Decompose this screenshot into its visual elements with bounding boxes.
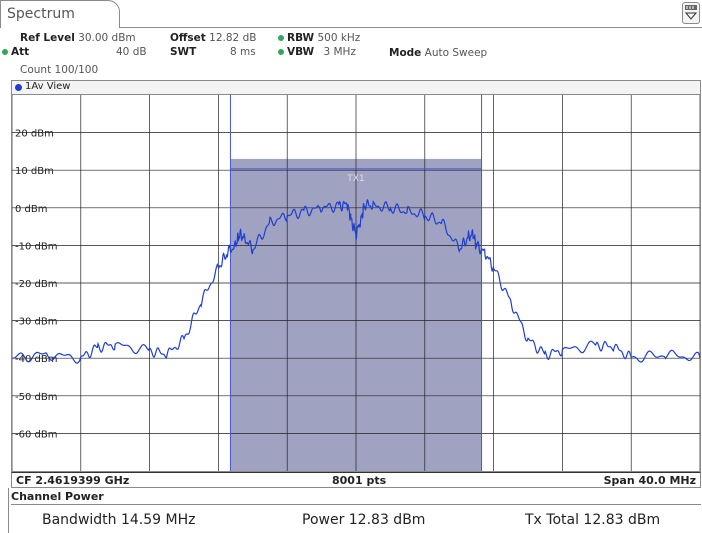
frequency-span: Span 40.0 MHz bbox=[603, 474, 696, 487]
result-panel-border bbox=[8, 488, 9, 533]
y-tick-label: 20 dBm bbox=[15, 129, 54, 140]
swt-label-text: SWT bbox=[170, 46, 197, 58]
rbw-label: RBW bbox=[287, 32, 315, 44]
sweep-points: 8001 pts bbox=[332, 474, 387, 487]
spectrum-chart: 20 dBm 10 dBm 0 dBm -10 dBm -20 dBm -30 dBm -4… bbox=[12, 95, 700, 471]
vbw-label: VBW bbox=[287, 46, 315, 58]
y-tick-label: -50 dBm bbox=[15, 392, 57, 403]
dropdown-menu-icon bbox=[685, 5, 697, 20]
tab-spectrum[interactable]: Spectrum bbox=[0, 0, 120, 28]
spectrum-plot[interactable]: 20 dBm 10 dBm 0 dBm -10 dBm -20 dBm -30 dBm -4… bbox=[11, 94, 701, 472]
offset-value: 12.82 dB bbox=[209, 32, 257, 44]
att-setting[interactable]: Att bbox=[2, 46, 29, 58]
y-tick-label: -60 dBm bbox=[15, 429, 57, 440]
tab-label: Spectrum bbox=[7, 6, 75, 22]
vbw-setting[interactable]: VBW 3 MHz bbox=[278, 46, 356, 58]
coupled-indicator-icon bbox=[278, 49, 284, 55]
y-tick-label: -20 dBm bbox=[15, 279, 57, 290]
rbw-setting[interactable]: RBW 500 kHz bbox=[278, 32, 360, 44]
ref-level-label: Ref Level bbox=[20, 32, 75, 44]
bandwidth-result: Bandwidth 14.59 MHz bbox=[42, 512, 196, 528]
trace-indicator-icon bbox=[15, 84, 22, 91]
tab-divider bbox=[120, 27, 702, 28]
mode-label: Mode bbox=[389, 47, 422, 59]
offset-setting[interactable]: Offset 12.82 dB bbox=[170, 32, 256, 44]
mode-value: Auto Sweep bbox=[424, 47, 488, 59]
channel-label: TX1 bbox=[346, 174, 364, 184]
swt-label[interactable]: SWT bbox=[170, 46, 196, 58]
vbw-value: 3 MHz bbox=[323, 46, 356, 58]
coupled-indicator-icon bbox=[278, 35, 284, 41]
att-value: 40 dB bbox=[116, 46, 147, 58]
rbw-value: 500 kHz bbox=[317, 32, 361, 44]
y-tick-label: 0 dBm bbox=[15, 204, 48, 215]
trace-view-bar[interactable]: 1Av View bbox=[11, 80, 701, 94]
coupled-indicator-icon bbox=[2, 49, 8, 55]
result-divider bbox=[11, 504, 701, 505]
att-label: Att bbox=[11, 46, 30, 58]
spectrum-trace bbox=[12, 198, 700, 364]
trace-view-label: 1Av View bbox=[25, 81, 71, 92]
plot-footer: CF 2.4619399 GHz 8001 pts Span 40.0 MHz bbox=[11, 472, 701, 488]
channel-power-title: Channel Power bbox=[11, 490, 104, 503]
y-tick-label: 10 dBm bbox=[15, 166, 54, 177]
sweep-count: Count 100/100 bbox=[20, 64, 99, 76]
y-tick-label: -40 dBm bbox=[15, 354, 57, 365]
ref-level-setting[interactable]: Ref Level 30.00 dBm bbox=[20, 32, 136, 44]
center-frequency: CF 2.4619399 GHz bbox=[16, 474, 130, 487]
window-menu-button[interactable] bbox=[682, 2, 700, 24]
y-tick-label: -10 dBm bbox=[15, 241, 57, 252]
tx-total-result: Tx Total 12.83 dBm bbox=[525, 512, 661, 528]
y-tick-label: -30 dBm bbox=[15, 317, 57, 328]
mode-setting[interactable]: Mode Auto Sweep bbox=[389, 47, 487, 59]
offset-label: Offset bbox=[170, 32, 206, 44]
power-result: Power 12.83 dBm bbox=[302, 512, 426, 528]
ref-level-value: 30.00 dBm bbox=[78, 32, 136, 44]
swt-value: 8 ms bbox=[230, 46, 256, 58]
